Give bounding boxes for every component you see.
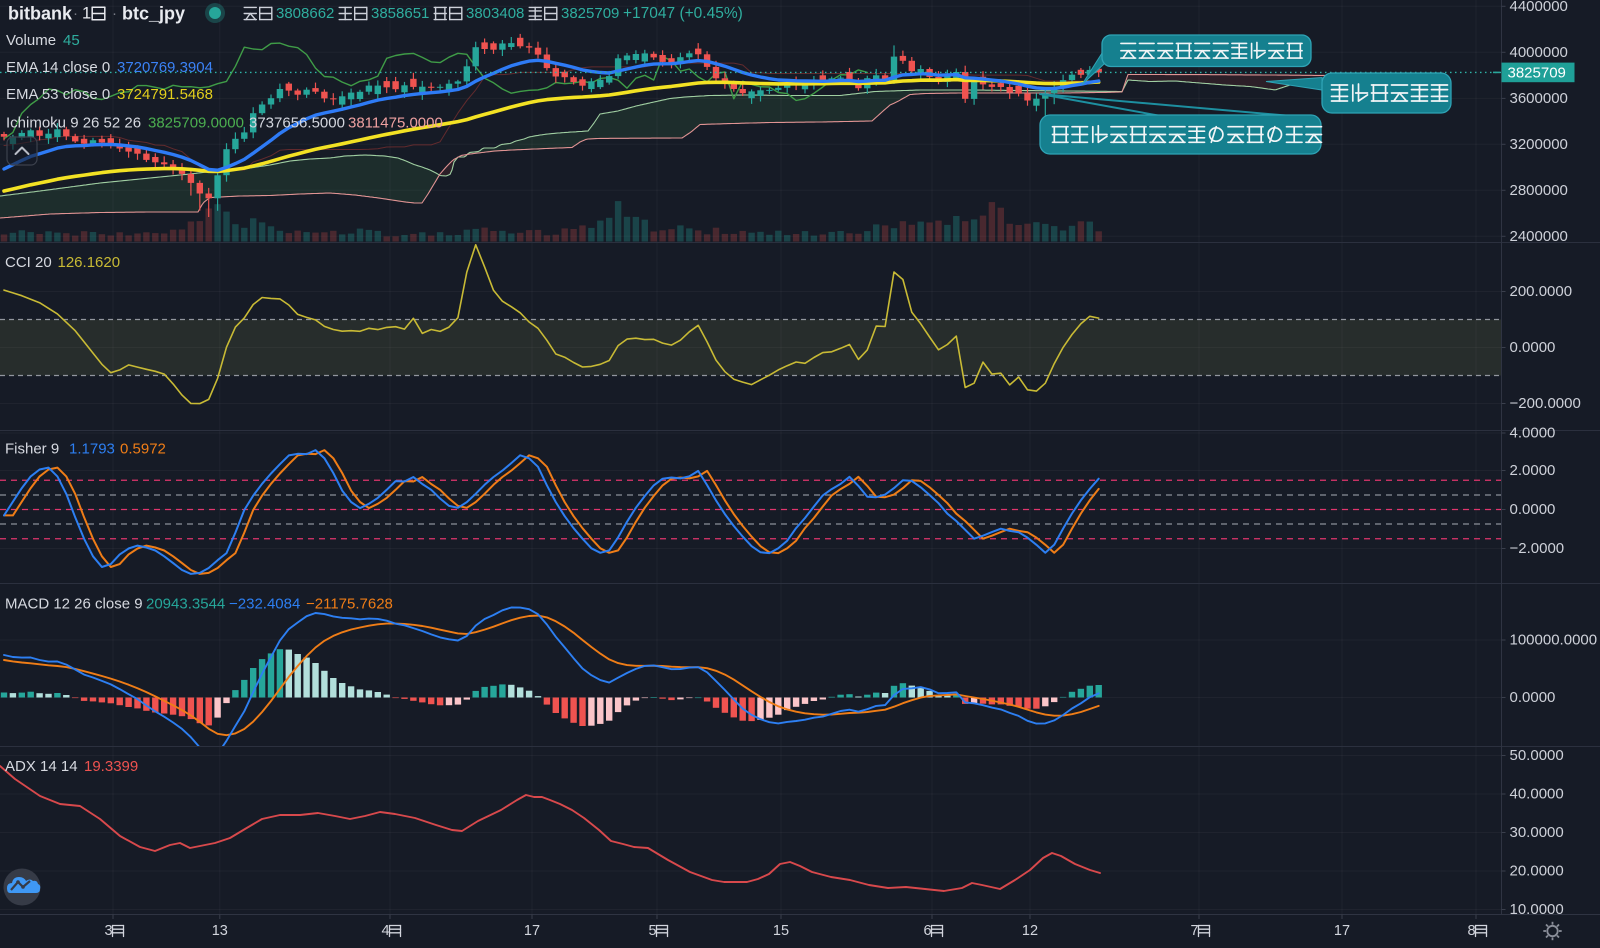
svg-text:−232.4084: −232.4084 bbox=[229, 596, 300, 613]
svg-text:100000.0000: 100000.0000 bbox=[1510, 632, 1598, 649]
svg-text:17: 17 bbox=[524, 923, 540, 939]
svg-text:EMA 53 close 0: EMA 53 close 0 bbox=[6, 86, 110, 103]
svg-text:10.0000: 10.0000 bbox=[1510, 901, 1564, 918]
svg-text:20943.3544: 20943.3544 bbox=[146, 596, 225, 613]
svg-text:5: 5 bbox=[649, 923, 657, 939]
svg-text:4.0000: 4.0000 bbox=[1510, 425, 1556, 442]
svg-text:2400000: 2400000 bbox=[1510, 228, 1568, 245]
svg-text:40.0000: 40.0000 bbox=[1510, 786, 1564, 803]
svg-text:0.0000: 0.0000 bbox=[1510, 501, 1556, 518]
svg-text:17: 17 bbox=[1334, 923, 1350, 939]
svg-text:EMA 14 close 0: EMA 14 close 0 bbox=[6, 59, 110, 76]
svg-text:Fisher 9: Fisher 9 bbox=[5, 441, 59, 458]
svg-text:Ichimoku 9 26 52 26: Ichimoku 9 26 52 26 bbox=[6, 115, 141, 132]
svg-text:MACD 12 26 close 9: MACD 12 26 close 9 bbox=[5, 596, 143, 613]
svg-text:3200000: 3200000 bbox=[1510, 136, 1568, 153]
svg-text:19.3399: 19.3399 bbox=[84, 758, 138, 775]
svg-text:3: 3 bbox=[105, 923, 113, 939]
svg-text:·: · bbox=[73, 5, 78, 22]
svg-text:1: 1 bbox=[82, 5, 91, 23]
svg-text:3600000: 3600000 bbox=[1510, 90, 1568, 107]
svg-text:50.0000: 50.0000 bbox=[1510, 747, 1564, 764]
svg-text:30.0000: 30.0000 bbox=[1510, 824, 1564, 841]
svg-text:1.1793: 1.1793 bbox=[69, 441, 115, 458]
svg-text:3811475.0000: 3811475.0000 bbox=[348, 115, 443, 132]
svg-text:4000000: 4000000 bbox=[1510, 44, 1568, 61]
svg-text:8: 8 bbox=[1468, 923, 1476, 939]
svg-text:−200.0000: −200.0000 bbox=[1510, 395, 1581, 412]
svg-text:4400000: 4400000 bbox=[1510, 0, 1568, 15]
svg-text:126.1620: 126.1620 bbox=[58, 254, 121, 271]
svg-text:0.5972: 0.5972 bbox=[120, 441, 166, 458]
svg-text:−2.0000: −2.0000 bbox=[1510, 540, 1565, 557]
svg-text:12: 12 bbox=[1022, 923, 1038, 939]
svg-text:200.0000: 200.0000 bbox=[1510, 283, 1573, 300]
svg-text:btc_jpy: btc_jpy bbox=[122, 4, 185, 24]
svg-text:0.0000: 0.0000 bbox=[1510, 689, 1556, 706]
svg-text:ADX 14 14: ADX 14 14 bbox=[5, 758, 78, 775]
svg-text:CCI 20: CCI 20 bbox=[5, 254, 52, 271]
svg-text:3825709.0000: 3825709.0000 bbox=[148, 115, 244, 132]
svg-text:−21175.7628: −21175.7628 bbox=[306, 596, 393, 613]
svg-text:3720769.3904: 3720769.3904 bbox=[117, 59, 213, 76]
svg-text:45: 45 bbox=[63, 32, 80, 49]
svg-text:3858651: 3858651 bbox=[371, 5, 429, 22]
svg-text:+17047 (+0.45%): +17047 (+0.45%) bbox=[623, 5, 743, 22]
svg-text:3825709: 3825709 bbox=[561, 5, 619, 22]
svg-text:Volume: Volume bbox=[6, 32, 56, 49]
svg-text:·: · bbox=[112, 5, 117, 22]
svg-text:4: 4 bbox=[382, 923, 390, 939]
svg-text:2800000: 2800000 bbox=[1510, 182, 1568, 199]
svg-text:3808662: 3808662 bbox=[276, 5, 334, 22]
svg-text:13: 13 bbox=[212, 923, 228, 939]
svg-text:2.0000: 2.0000 bbox=[1510, 462, 1556, 479]
svg-text:0.0000: 0.0000 bbox=[1510, 339, 1556, 356]
svg-text:20.0000: 20.0000 bbox=[1510, 863, 1564, 880]
svg-text:7: 7 bbox=[1191, 923, 1199, 939]
svg-text:15: 15 bbox=[773, 923, 789, 939]
svg-text:bitbank: bitbank bbox=[8, 4, 73, 24]
svg-text:3737656.5000: 3737656.5000 bbox=[249, 115, 345, 132]
svg-text:3724791.5468: 3724791.5468 bbox=[117, 86, 213, 103]
svg-text:6: 6 bbox=[924, 923, 932, 939]
svg-text:3803408: 3803408 bbox=[466, 5, 524, 22]
svg-text:3825709: 3825709 bbox=[1508, 64, 1566, 81]
